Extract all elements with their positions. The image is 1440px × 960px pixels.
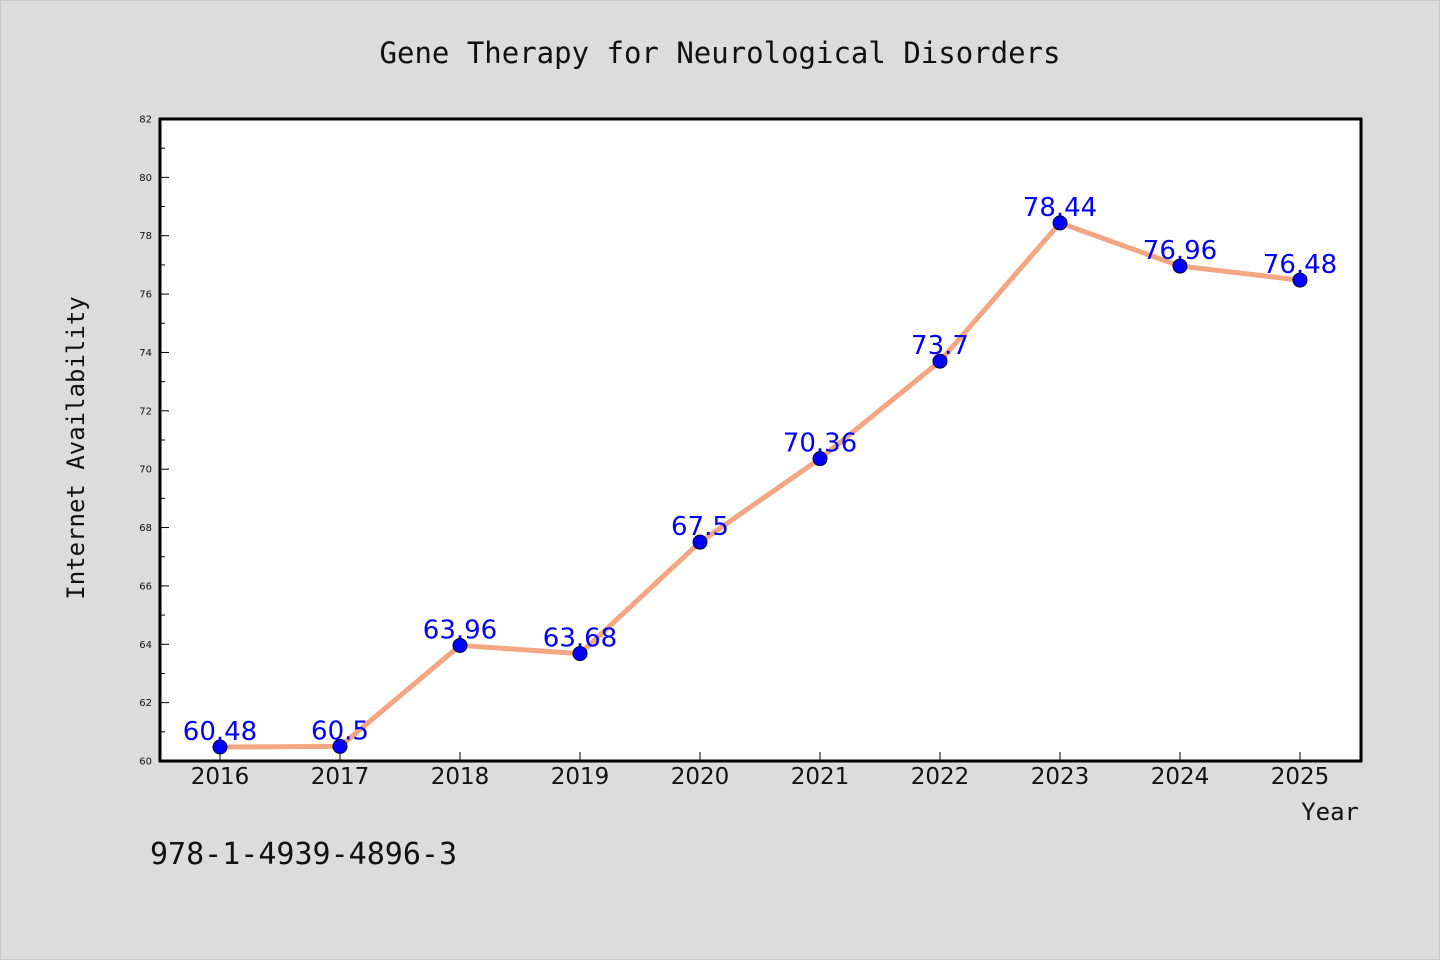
data-point xyxy=(692,534,708,550)
x-tick-label: 2023 xyxy=(1031,764,1090,790)
y-tick-label: 72 xyxy=(139,406,152,417)
data-points xyxy=(212,215,1308,755)
y-tick-label: 82 xyxy=(139,115,152,126)
data-point xyxy=(572,646,588,662)
data-point xyxy=(1052,215,1068,231)
data-label: 76.48 xyxy=(1263,250,1337,280)
plot-area xyxy=(158,117,1363,763)
x-tick-label: 2016 xyxy=(191,764,250,790)
data-label: 63.68 xyxy=(543,624,617,654)
y-tick-label: 76 xyxy=(139,290,152,301)
data-point xyxy=(1292,272,1308,288)
series-line xyxy=(219,220,1301,750)
data-point xyxy=(452,637,468,653)
data-label: 60.48 xyxy=(183,717,257,747)
data-point xyxy=(932,353,948,369)
x-tick-label: 2022 xyxy=(911,764,970,790)
y-axis-title: Internet Availability xyxy=(62,296,90,599)
x-tick-label: 2019 xyxy=(551,764,610,790)
y-tick-label: 64 xyxy=(139,640,152,651)
x-tick-label: 2025 xyxy=(1271,764,1330,790)
data-label: 73.7 xyxy=(911,331,969,361)
data-label: 76.96 xyxy=(1143,236,1217,266)
data-point xyxy=(212,739,228,755)
x-axis-title: Year xyxy=(1301,798,1359,826)
x-tick-label: 2024 xyxy=(1151,764,1210,790)
y-tick-label: 70 xyxy=(139,465,152,476)
x-tick-label: 2020 xyxy=(671,764,730,790)
y-tick-label: 80 xyxy=(139,173,152,184)
data-label: 70.36 xyxy=(783,429,857,459)
data-point xyxy=(1172,258,1188,274)
x-tick-label: 2021 xyxy=(791,764,850,790)
data-labels: 60.48 60.5 63.96 63.68 67.5 70.36 73.7 78.44 76.… xyxy=(183,193,1337,747)
y-tick-label: 74 xyxy=(139,348,152,359)
data-point xyxy=(812,451,828,467)
x-tick-label: 2017 xyxy=(311,764,370,790)
data-label: 63.96 xyxy=(423,615,497,645)
x-tick-label: 2018 xyxy=(431,764,490,790)
y-tick-label: 62 xyxy=(139,698,152,709)
y-tick-label: 68 xyxy=(139,523,152,534)
isbn-annotation: 978-1-4939-4896-3 xyxy=(150,837,457,872)
chart-title: Gene Therapy for Neurological Disorders xyxy=(380,36,1061,70)
data-label: 78.44 xyxy=(1023,193,1097,223)
y-axis: 60 62 64 66 68 70 72 74 76 78 80 82 xyxy=(139,115,169,768)
y-tick-label: 66 xyxy=(139,581,152,592)
data-label: 67.5 xyxy=(671,512,729,542)
data-point xyxy=(332,738,348,754)
y-tick-label: 78 xyxy=(139,231,152,242)
y-tick-label: 60 xyxy=(139,757,152,768)
data-label: 60.5 xyxy=(311,716,369,746)
x-axis: 2016 2017 2018 2019 2020 2021 2022 2023 2024 2025 xyxy=(191,752,1330,790)
